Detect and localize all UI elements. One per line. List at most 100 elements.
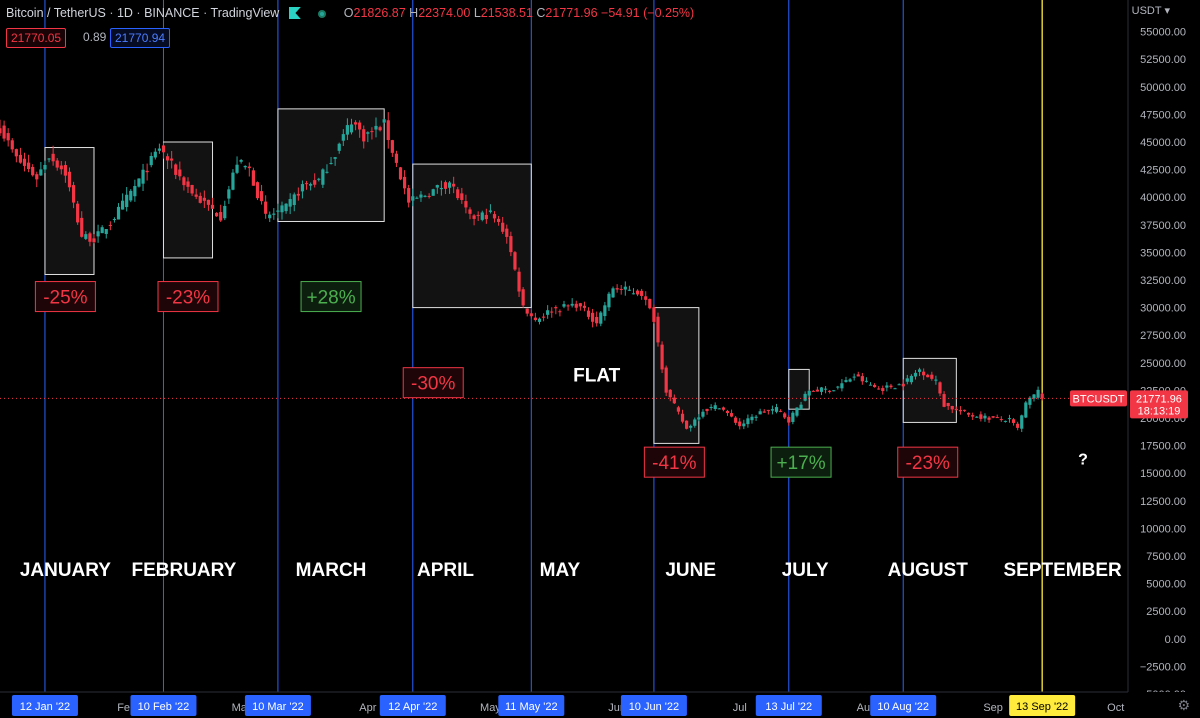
candle (1007, 418, 1012, 420)
candle (566, 305, 570, 307)
currency-selector[interactable]: USDT ▾ (1131, 5, 1170, 17)
candle (799, 404, 803, 410)
move-box (277, 108, 385, 222)
candle (832, 390, 836, 392)
candle (309, 184, 313, 186)
candle (333, 157, 337, 159)
gear-icon[interactable]: ⚙ (1177, 697, 1190, 713)
candle (206, 199, 211, 205)
candle (460, 193, 464, 200)
candle (541, 316, 546, 318)
candle (971, 415, 975, 417)
candle (439, 187, 443, 190)
candle (223, 205, 227, 219)
candle (619, 288, 623, 290)
candle (766, 409, 770, 411)
sell-price-box[interactable]: 21770.05 (6, 28, 67, 48)
candle (991, 416, 995, 418)
candle (243, 165, 247, 168)
month-label: AUGUST (888, 560, 969, 581)
candle (247, 166, 251, 169)
candle (995, 417, 999, 419)
candle (157, 148, 161, 151)
change-label: -23% (906, 453, 950, 474)
candle (431, 189, 435, 196)
interval[interactable]: 1D (116, 6, 133, 20)
candle (190, 185, 194, 194)
candle (635, 290, 640, 295)
candle (452, 183, 456, 187)
candle (31, 166, 35, 176)
candle (186, 181, 190, 187)
move-box (44, 147, 95, 275)
candle (116, 206, 121, 220)
change-label: -25% (43, 288, 87, 309)
price-tick: 37500.00 (1140, 220, 1186, 232)
price-tick: 25000.00 (1140, 358, 1186, 370)
change-label-box (157, 281, 219, 313)
time-tick-highlighted: 10 Mar '22 (252, 701, 304, 713)
candle (689, 425, 693, 428)
candle (447, 182, 452, 188)
candle (979, 414, 983, 419)
candle (1024, 402, 1028, 418)
candle (795, 407, 799, 416)
price-axis: 55000.00 52500.00 50000.00 47500.00 45000.00… (1070, 0, 1200, 718)
candle (709, 406, 713, 408)
time-tick-highlighted: 10 Feb '22 (138, 701, 190, 713)
candle (509, 236, 513, 253)
candle (905, 378, 909, 382)
price-tick: 47500.00 (1140, 109, 1186, 121)
candle (901, 383, 905, 387)
candle (582, 305, 587, 308)
candle (942, 394, 946, 407)
tradingview-logo-icon[interactable] (288, 7, 301, 19)
candle (729, 413, 734, 417)
candle (6, 133, 10, 141)
bar-countdown: 18:13:19 (1138, 405, 1181, 417)
candle (873, 384, 877, 388)
candle (268, 214, 272, 219)
symbol-name[interactable]: Bitcoin / TetherUS (6, 6, 106, 20)
candle (513, 252, 517, 270)
change-label-box (770, 446, 832, 478)
candle (562, 304, 566, 307)
candle (758, 411, 762, 415)
price-tick: 35000.00 (1140, 247, 1186, 259)
candle (938, 382, 942, 394)
candle (43, 164, 47, 170)
candle (664, 367, 668, 393)
candle (1032, 394, 1036, 399)
candles (0, 112, 1044, 433)
candle (1040, 393, 1044, 399)
candle (742, 423, 746, 427)
candle (668, 389, 672, 398)
candle (317, 178, 321, 180)
month-label: JULY (782, 560, 829, 581)
candle (398, 167, 403, 180)
candle (423, 195, 427, 197)
candle (141, 169, 145, 184)
time-tick: Sep (983, 702, 1003, 714)
price-axis-bg (1128, 0, 1200, 718)
candle (0, 128, 2, 134)
candle (525, 308, 529, 314)
candle (358, 122, 362, 130)
candle (574, 303, 578, 308)
candle (950, 405, 954, 410)
candle (239, 160, 243, 162)
move-box (412, 163, 532, 309)
candle (897, 384, 901, 386)
change-label: +28% (306, 288, 355, 309)
last-price-value: 21771.96 (1136, 393, 1182, 405)
candle (787, 416, 791, 423)
buy-price-box[interactable]: 21770.94 (110, 28, 171, 48)
candle (325, 171, 329, 173)
candle (1020, 415, 1024, 429)
candle (96, 231, 100, 237)
candle (999, 419, 1003, 421)
candle (967, 412, 971, 415)
candle (145, 170, 149, 173)
